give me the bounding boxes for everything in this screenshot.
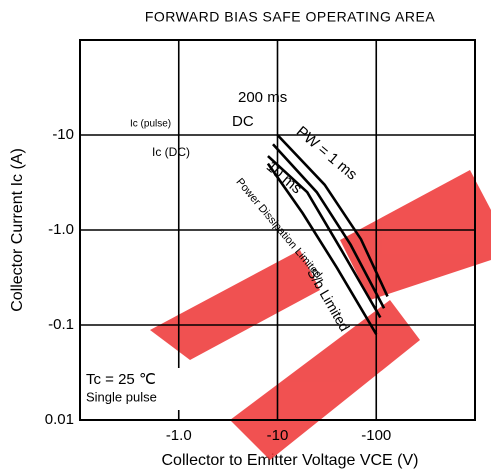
- y-tick-label: -1.0: [48, 221, 74, 238]
- x-tick-label: -100: [361, 427, 391, 444]
- chart-title: FORWARD BIAS SAFE OPERATING AREA: [145, 9, 436, 25]
- series-line: [267, 155, 382, 319]
- series-line: [272, 143, 386, 309]
- annotation: Single pulse: [86, 389, 157, 404]
- y-tick-label: -10: [52, 126, 74, 143]
- series-label: DC: [232, 113, 254, 130]
- series-line: [276, 134, 389, 297]
- series-label: 200 ms: [238, 89, 287, 106]
- x-tick-label: -1.0: [166, 427, 192, 444]
- series-label: PW = 1 ms: [293, 123, 360, 183]
- annotation: Tc = 25 ℃: [86, 371, 156, 388]
- series-label: 10 ms: [263, 158, 305, 197]
- annotation: Ic (pulse): [130, 119, 171, 130]
- y-axis-label: Collector Current Ic (A): [9, 148, 26, 312]
- note-box: [82, 368, 182, 410]
- x-axis-label: Collector to Emitter Voltage VCE (V): [162, 452, 419, 469]
- x-tick-label: -10: [267, 427, 289, 444]
- series-line: [266, 162, 378, 335]
- annotation: S/b Limited: [304, 265, 353, 334]
- y-tick-label: 0.01: [45, 411, 74, 428]
- y-tick-label: -0.1: [48, 316, 74, 333]
- annotation: Ic (DC): [152, 145, 190, 159]
